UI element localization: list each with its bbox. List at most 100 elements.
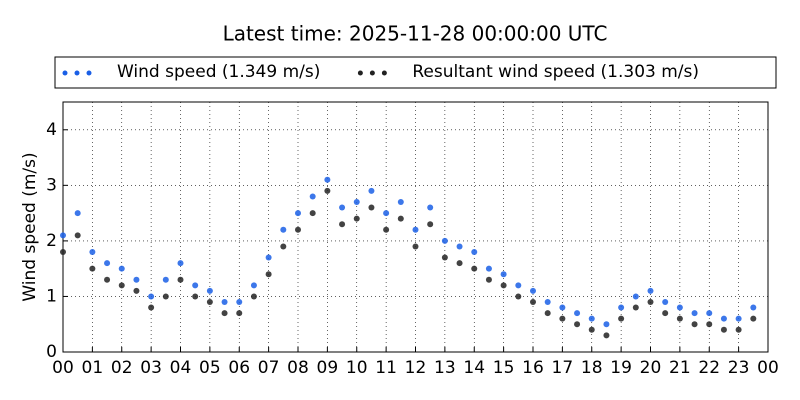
x-tick-label: 03: [140, 358, 162, 378]
data-point: [544, 310, 551, 317]
data-point: [691, 321, 698, 328]
x-tick-label: 14: [463, 358, 485, 378]
data-point: [368, 187, 375, 194]
data-point: [221, 299, 228, 305]
data-point: [206, 299, 213, 305]
data-point: [397, 199, 404, 205]
x-tick-label: 22: [698, 358, 720, 378]
data-point: [500, 282, 507, 289]
data-point: [353, 215, 360, 222]
data-point: [750, 304, 757, 311]
data-point: [383, 210, 390, 217]
y-tick-label: 2: [46, 231, 57, 251]
data-point: [706, 321, 713, 328]
x-tick-label: 13: [434, 358, 456, 378]
data-point: [471, 249, 478, 255]
data-point: [647, 287, 654, 294]
data-point: [530, 299, 536, 305]
data-point: [133, 276, 140, 283]
data-point: [192, 282, 199, 289]
data-point: [162, 293, 169, 300]
data-point: [295, 210, 301, 217]
data-point: [618, 304, 625, 311]
x-tick-label: 05: [199, 358, 221, 378]
data-point: [339, 204, 346, 211]
data-point: [750, 315, 757, 322]
data-point: [735, 326, 742, 333]
legend-marker: [357, 70, 363, 76]
chart-title: Latest time: 2025-11-28 00:00:00 UTC: [223, 22, 608, 46]
data-point: [104, 276, 111, 283]
data-point: [295, 226, 301, 233]
x-tick-label: 08: [287, 358, 309, 378]
data-point: [456, 243, 463, 250]
x-tick-label: 06: [228, 358, 250, 378]
x-tick-label: 17: [552, 358, 574, 378]
data-point: [691, 310, 698, 317]
data-point: [618, 315, 625, 322]
y-tick-label: 1: [46, 286, 57, 306]
data-point: [221, 310, 228, 317]
data-point: [250, 282, 257, 289]
data-point: [515, 293, 522, 300]
x-tick-label: 04: [170, 358, 192, 378]
data-point: [588, 315, 595, 322]
data-point: [309, 193, 316, 200]
data-point: [485, 276, 492, 283]
data-point: [353, 199, 360, 205]
data-point: [397, 215, 404, 222]
data-point: [632, 304, 639, 311]
data-point: [177, 276, 184, 283]
data-point: [265, 271, 272, 278]
data-point: [632, 293, 639, 300]
data-point: [456, 260, 463, 267]
x-tick-label: 07: [258, 358, 280, 378]
legend-marker: [369, 70, 375, 76]
y-tick-label: 4: [46, 120, 57, 140]
data-point: [441, 237, 448, 244]
data-point: [89, 249, 96, 255]
data-point: [368, 204, 375, 211]
x-tick-label: 00: [757, 358, 779, 378]
data-point: [250, 293, 257, 300]
data-point: [544, 299, 551, 305]
x-tick-label: 21: [669, 358, 691, 378]
data-point: [647, 299, 654, 305]
data-point: [265, 254, 272, 261]
data-point: [530, 287, 536, 294]
data-point: [206, 287, 213, 294]
x-tick-label: 16: [522, 358, 544, 378]
data-point: [162, 276, 169, 283]
data-point: [104, 260, 111, 267]
legend-marker: [74, 70, 80, 76]
data-point: [500, 271, 507, 278]
data-point: [309, 210, 316, 217]
data-point: [427, 204, 434, 211]
data-point: [471, 265, 478, 272]
data-point: [735, 315, 742, 322]
y-tick-label: 3: [46, 175, 57, 195]
y-tick-label: 0: [46, 342, 57, 362]
data-point: [118, 265, 125, 272]
data-point: [412, 243, 419, 250]
data-point: [603, 321, 610, 328]
data-point: [441, 254, 448, 261]
data-point: [74, 232, 81, 239]
data-point: [676, 304, 683, 311]
data-point: [574, 321, 581, 328]
data-point: [89, 265, 96, 272]
x-tick-label: 10: [346, 358, 368, 378]
data-point: [662, 310, 669, 317]
data-point: [74, 210, 81, 217]
data-point: [60, 249, 66, 255]
x-tick-label: 00: [52, 358, 74, 378]
data-point: [559, 304, 566, 311]
data-point: [236, 299, 243, 305]
data-point: [118, 282, 125, 289]
legend-marker: [381, 70, 387, 76]
data-point: [485, 265, 492, 272]
data-point: [60, 232, 66, 239]
x-tick-label: 19: [610, 358, 632, 378]
